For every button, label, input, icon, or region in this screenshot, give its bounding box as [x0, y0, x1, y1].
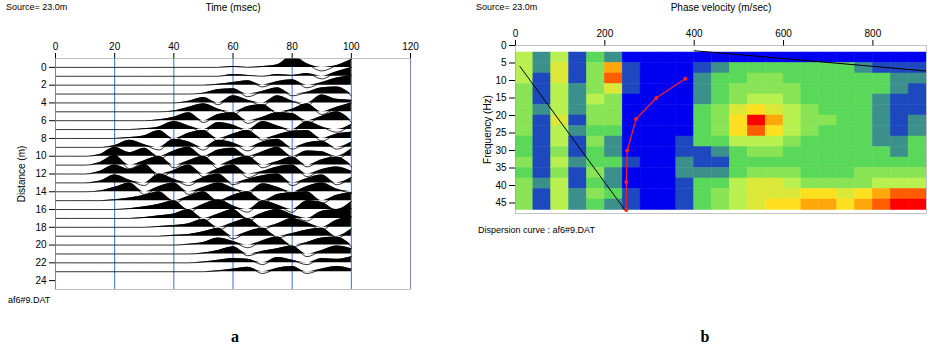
- svg-text:22: 22: [35, 257, 47, 268]
- svg-text:40: 40: [495, 180, 507, 191]
- svg-text:6: 6: [41, 115, 47, 126]
- svg-text:18: 18: [35, 222, 47, 233]
- svg-text:16: 16: [35, 204, 47, 215]
- html-text:b: b: [700, 328, 710, 345]
- svg-text:2: 2: [41, 79, 47, 90]
- svg-text:Distance (m): Distance (m): [16, 146, 27, 203]
- svg-text:60: 60: [227, 41, 239, 52]
- svg-text:100: 100: [343, 41, 360, 52]
- svg-text:12: 12: [35, 168, 47, 179]
- svg-text:20: 20: [109, 41, 121, 52]
- svg-text:8: 8: [41, 133, 47, 144]
- html-text:Source= 23.0m: Source= 23.0m: [476, 2, 538, 12]
- svg-text:Frequency (Hz): Frequency (Hz): [482, 95, 493, 164]
- svg-text:600: 600: [775, 28, 792, 39]
- svg-text:120: 120: [402, 41, 419, 52]
- svg-text:Time (msec): Time (msec): [205, 2, 260, 13]
- html-text:af6#9.DAT: af6#9.DAT: [8, 295, 51, 305]
- svg-text:20: 20: [35, 239, 47, 250]
- svg-text:24: 24: [35, 275, 47, 286]
- svg-text:20: 20: [495, 110, 507, 121]
- svg-text:45: 45: [495, 197, 507, 208]
- svg-text:30: 30: [495, 145, 507, 156]
- svg-text:15: 15: [495, 92, 507, 103]
- svg-text:200: 200: [597, 28, 614, 39]
- svg-text:10: 10: [495, 75, 507, 86]
- svg-text:0: 0: [513, 28, 519, 39]
- svg-text:0: 0: [53, 41, 59, 52]
- svg-text:400: 400: [686, 28, 703, 39]
- html-text:Source= 23.0m: Source= 23.0m: [6, 2, 68, 12]
- svg-text:0: 0: [41, 62, 47, 73]
- svg-text:0: 0: [501, 40, 507, 51]
- html-text:Dispersion curve : af6#9.DAT: Dispersion curve : af6#9.DAT: [478, 225, 595, 235]
- svg-text:35: 35: [495, 162, 507, 173]
- svg-text:5: 5: [501, 57, 507, 68]
- svg-text:25: 25: [495, 127, 507, 138]
- svg-text:Phase velocity (m/sec): Phase velocity (m/sec): [671, 2, 772, 13]
- svg-text:14: 14: [35, 186, 47, 197]
- svg-text:40: 40: [168, 41, 180, 52]
- svg-text:800: 800: [865, 28, 882, 39]
- html-text:a: a: [231, 328, 239, 345]
- svg-text:10: 10: [35, 150, 47, 161]
- svg-text:80: 80: [287, 41, 299, 52]
- svg-text:4: 4: [41, 97, 47, 108]
